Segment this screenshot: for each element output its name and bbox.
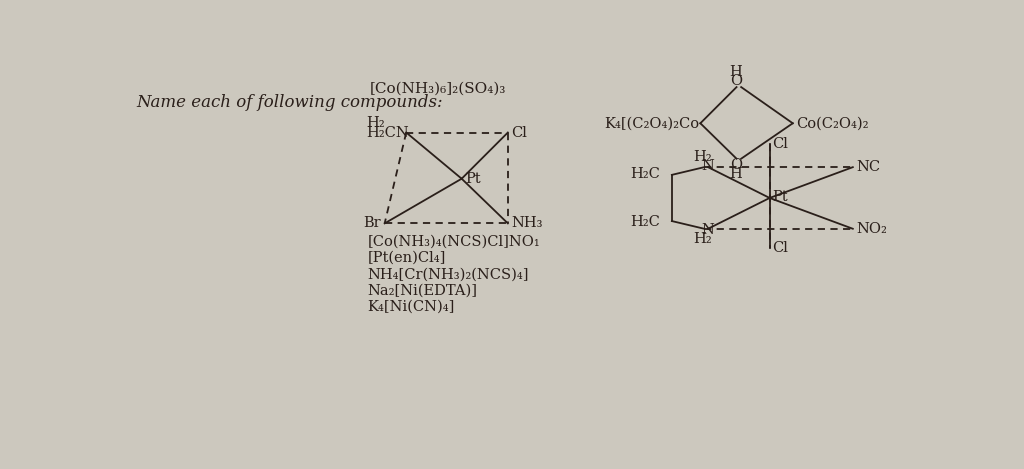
Text: N: N: [701, 222, 714, 236]
Text: Cl: Cl: [772, 241, 787, 255]
Text: NH₄[Cr(NH₃)₂(NCS)₄]: NH₄[Cr(NH₃)₂(NCS)₄]: [368, 267, 529, 281]
Text: Name each of following compounds:: Name each of following compounds:: [137, 94, 443, 111]
Text: NH₃: NH₃: [511, 216, 543, 230]
Text: H₂: H₂: [693, 232, 712, 246]
Text: [Co(NH₃)₄(NCS)Cl]NO₁: [Co(NH₃)₄(NCS)Cl]NO₁: [368, 235, 541, 249]
Text: H₂: H₂: [367, 116, 385, 130]
Text: K₄[Ni(CN)₄]: K₄[Ni(CN)₄]: [368, 300, 455, 314]
Text: Pt: Pt: [772, 190, 787, 204]
Text: K₄[(C₂O₄)₂Co: K₄[(C₂O₄)₂Co: [604, 116, 699, 130]
Text: NO₂: NO₂: [857, 222, 888, 236]
Text: Cl: Cl: [772, 137, 787, 151]
Text: N: N: [701, 159, 714, 174]
Text: Cl: Cl: [511, 126, 526, 139]
Text: [Co(NH₃)₆]₂(SO₄)₃: [Co(NH₃)₆]₂(SO₄)₃: [370, 82, 506, 96]
Text: O: O: [730, 158, 741, 172]
Text: H₂C: H₂C: [631, 167, 660, 181]
Text: Na₂[Ni(EDTA)]: Na₂[Ni(EDTA)]: [368, 283, 478, 297]
Text: [Pt(en)Cl₄]: [Pt(en)Cl₄]: [368, 251, 446, 265]
Text: H: H: [729, 65, 742, 79]
Text: Pt: Pt: [465, 172, 480, 186]
Text: O: O: [730, 74, 741, 88]
Text: NC: NC: [857, 160, 881, 174]
Text: H: H: [729, 167, 742, 181]
Text: Co(C₂O₄)₂: Co(C₂O₄)₂: [796, 116, 868, 130]
Text: H₂CN: H₂CN: [367, 126, 409, 140]
Text: H₂: H₂: [693, 150, 712, 164]
Text: H₂C: H₂C: [631, 215, 660, 229]
Text: Br: Br: [364, 216, 381, 230]
